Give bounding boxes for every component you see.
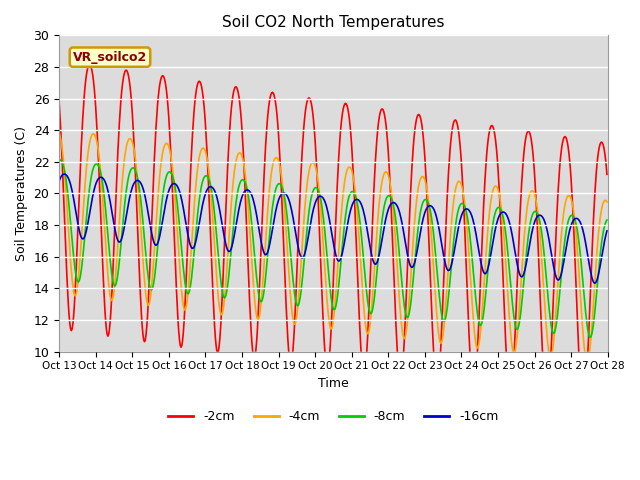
X-axis label: Time: Time — [318, 377, 349, 390]
Title: Soil CO2 North Temperatures: Soil CO2 North Temperatures — [222, 15, 445, 30]
Legend: -2cm, -4cm, -8cm, -16cm: -2cm, -4cm, -8cm, -16cm — [163, 405, 504, 428]
Y-axis label: Soil Temperatures (C): Soil Temperatures (C) — [15, 126, 28, 261]
Text: VR_soilco2: VR_soilco2 — [73, 50, 147, 64]
